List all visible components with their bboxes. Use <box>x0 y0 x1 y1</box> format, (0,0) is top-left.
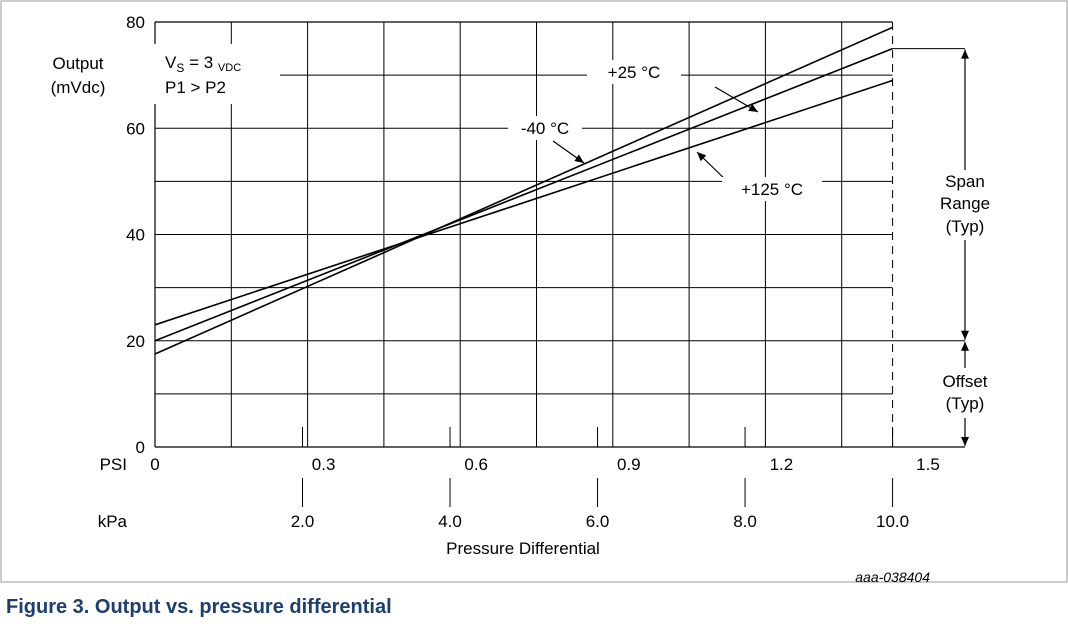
kpa-tick-label: 8.0 <box>733 512 757 531</box>
psi-tick-label: 0.6 <box>464 455 488 474</box>
figure-caption: Figure 3. Output vs. pressure differenti… <box>6 596 392 618</box>
y-tick-label: 60 <box>126 119 145 138</box>
arrow-minus40c-head <box>574 154 584 163</box>
figure-code: aaa-038404 <box>855 569 930 585</box>
kpa-tick-label: 2.0 <box>291 512 315 531</box>
label-minus40c-background <box>508 116 582 140</box>
series-lines <box>154 26 893 355</box>
kpa-tick-label: 4.0 <box>438 512 462 531</box>
series-label-25c: +25 °C <box>608 63 661 82</box>
span-arrow-down-head <box>961 330 969 340</box>
psi-tick-labels: 0 0.3 0.6 0.9 1.2 1.5 <box>150 455 940 474</box>
kpa-axis-label: kPa <box>98 512 128 531</box>
psi-tick-label: 0.9 <box>617 455 641 474</box>
psi-tick-label: 0 <box>150 455 159 474</box>
span-label-line3: (Typ) <box>946 217 985 236</box>
series-label-minus40c: -40 °C <box>521 119 569 138</box>
series-line <box>154 47 893 342</box>
span-label-line2: Range <box>940 194 990 213</box>
series-line <box>154 26 893 355</box>
y-axis-label-line2: (mVdc) <box>51 78 106 97</box>
span-label-line1: Span <box>945 172 985 191</box>
grid <box>154 21 965 448</box>
y-tick-label: 0 <box>136 438 145 457</box>
pressure-relation-annotation: P1 > P2 <box>165 78 226 97</box>
kpa-tick-label: 10.0 <box>876 512 909 531</box>
series-label-125c: +125 °C <box>741 180 803 199</box>
offset-label-line1: Offset <box>942 372 987 391</box>
y-tick-label: 40 <box>126 226 145 245</box>
kpa-tick-labels: 2.0 4.0 6.0 8.0 10.0 <box>291 427 909 531</box>
y-tick-label: 20 <box>126 332 145 351</box>
psi-axis-label: PSI <box>100 455 127 474</box>
arrow-125c-head <box>697 152 707 162</box>
supply-voltage-annotation: VS = 3 VDC <box>165 53 241 75</box>
kpa-tick-label: 6.0 <box>586 512 610 531</box>
x-axis-label: Pressure Differential <box>446 539 600 558</box>
label-125c-background <box>722 177 822 201</box>
vs-annotation-background <box>150 44 280 104</box>
figure-frame <box>0 0 1068 583</box>
offset-arrow-up-head <box>961 341 969 351</box>
span-arrow-up-head <box>961 49 969 59</box>
y-tick-labels: 0 20 40 60 80 <box>126 13 145 457</box>
label-25c-background <box>587 60 681 84</box>
offset-arrow-down-head <box>961 437 969 446</box>
annotation-lines <box>552 49 969 446</box>
arrow-25c-head <box>748 104 758 112</box>
psi-tick-label: 1.2 <box>770 455 794 474</box>
y-axis-label-line1: Output <box>52 54 103 73</box>
y-tick-label: 80 <box>126 13 145 32</box>
psi-tick-label: 0.3 <box>312 455 336 474</box>
offset-label-line2: (Typ) <box>946 394 985 413</box>
series-line <box>154 79 893 326</box>
psi-tick-label: 1.5 <box>916 455 940 474</box>
